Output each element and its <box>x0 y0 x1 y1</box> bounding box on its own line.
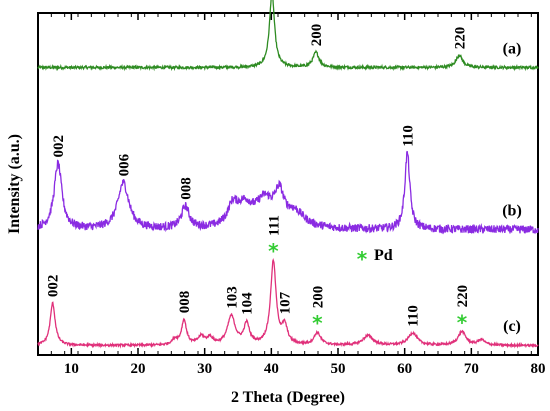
x-tick-label: 10 <box>64 361 79 377</box>
pd-star-marker: * <box>268 239 279 263</box>
legend: * Pd <box>357 247 393 271</box>
peak-label: 104 <box>240 292 256 315</box>
x-axis-title: 2 Theta (Degree) <box>231 389 345 406</box>
panel-label-2: (b) <box>502 202 522 219</box>
x-tick-label: 70 <box>464 361 479 377</box>
series-group <box>37 0 539 349</box>
series-line-3 <box>37 257 539 349</box>
peak-label: 220 <box>452 27 468 50</box>
peak-label: 111 <box>266 215 282 236</box>
pd-star-marker: * <box>312 311 323 335</box>
peak-label: 110 <box>406 305 422 327</box>
peak-label: 103 <box>224 286 240 309</box>
peak-label: 006 <box>116 153 132 176</box>
peak-label: 008 <box>177 291 193 314</box>
peak-label: 002 <box>51 135 67 158</box>
peak-label: 220 <box>455 285 471 308</box>
panel-label-1: (a) <box>503 40 522 57</box>
x-tick-label: 20 <box>131 361 146 377</box>
peak-label: 110 <box>400 125 416 147</box>
peak-label: 002 <box>46 275 62 298</box>
series-line-2 <box>37 150 539 235</box>
peak-label: 200 <box>310 286 326 309</box>
peak-label: 008 <box>178 177 194 200</box>
x-tick-label: 50 <box>331 361 346 377</box>
axis-ticks: 10 20 30 40 50 60 70 80 <box>37 13 546 377</box>
x-tick-label: 60 <box>397 361 412 377</box>
series-line-1 <box>37 0 539 72</box>
legend-star-icon: * <box>357 247 368 271</box>
peak-label: 200 <box>309 24 325 47</box>
x-tick-label: 30 <box>197 361 212 377</box>
panel-label-3: (c) <box>503 318 521 335</box>
x-tick-label: 80 <box>531 361 546 377</box>
legend-label: Pd <box>374 247 393 264</box>
plot-frame <box>37 12 539 356</box>
peak-label: 107 <box>278 291 294 314</box>
x-tick-label: 40 <box>264 361 279 377</box>
pd-star-marker: * <box>457 310 468 334</box>
y-axis-title: Intensity (a.u.) <box>6 134 23 234</box>
